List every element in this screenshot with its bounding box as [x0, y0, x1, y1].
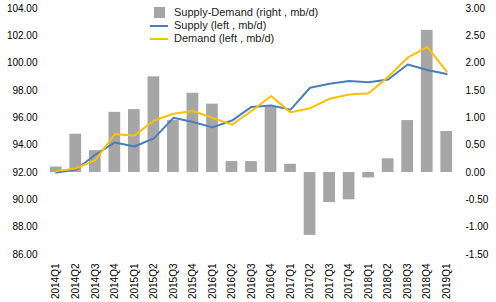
svg-text:-1.50: -1.50 — [466, 249, 489, 260]
svg-text:2014Q3: 2014Q3 — [90, 263, 101, 299]
svg-text:-0.50: -0.50 — [466, 194, 489, 205]
svg-text:94.00: 94.00 — [12, 139, 37, 150]
svg-text:2016Q4: 2016Q4 — [265, 263, 276, 299]
svg-text:2.50: 2.50 — [466, 30, 486, 41]
svg-text:2016Q2: 2016Q2 — [226, 263, 237, 299]
svg-text:2014Q4: 2014Q4 — [109, 263, 120, 299]
html-text:Demand (left , mb/d): Demand (left , mb/d) — [174, 32, 275, 44]
svg-text:92.00: 92.00 — [12, 167, 37, 178]
svg-text:2016Q3: 2016Q3 — [246, 263, 257, 299]
svg-text:2.00: 2.00 — [466, 57, 486, 68]
svg-text:1.00: 1.00 — [466, 112, 486, 123]
svg-text:3.00: 3.00 — [466, 3, 486, 14]
svg-text:2017Q4: 2017Q4 — [343, 263, 354, 299]
svg-text:2018Q3: 2018Q3 — [402, 263, 413, 299]
svg-text:2018Q4: 2018Q4 — [421, 263, 432, 299]
svg-text:90.00: 90.00 — [12, 194, 37, 205]
svg-text:2015Q4: 2015Q4 — [187, 263, 198, 299]
svg-text:2015Q1: 2015Q1 — [129, 263, 140, 299]
svg-text:2017Q2: 2017Q2 — [304, 263, 315, 299]
svg-text:96.00: 96.00 — [12, 112, 37, 123]
svg-text:2014Q2: 2014Q2 — [70, 263, 81, 299]
svg-text:2016Q1: 2016Q1 — [207, 263, 218, 299]
svg-text:2017Q3: 2017Q3 — [324, 263, 335, 299]
svg-text:102.00: 102.00 — [7, 30, 38, 41]
svg-text:104.00: 104.00 — [7, 3, 38, 14]
svg-text:1.50: 1.50 — [466, 85, 486, 96]
svg-text:-1.00: -1.00 — [466, 221, 489, 232]
svg-text:2015Q3: 2015Q3 — [168, 263, 179, 299]
svg-text:86.00: 86.00 — [12, 249, 37, 260]
svg-text:2015Q2: 2015Q2 — [148, 263, 159, 299]
html-text:Supply (left , mb/d): Supply (left , mb/d) — [174, 19, 267, 31]
svg-text:2014Q1: 2014Q1 — [50, 263, 61, 299]
svg-text:2018Q2: 2018Q2 — [382, 263, 393, 299]
svg-text:0.00: 0.00 — [466, 167, 486, 178]
svg-text:88.00: 88.00 — [12, 221, 37, 232]
html-text:Supply-Demand (right , mb/d): Supply-Demand (right , mb/d) — [174, 6, 319, 18]
svg-text:2019Q1: 2019Q1 — [441, 263, 452, 299]
svg-text:0.50: 0.50 — [466, 139, 486, 150]
svg-text:98.00: 98.00 — [12, 85, 37, 96]
svg-text:100.00: 100.00 — [7, 57, 38, 68]
svg-text:2017Q1: 2017Q1 — [285, 263, 296, 299]
svg-text:2018Q1: 2018Q1 — [363, 263, 374, 299]
